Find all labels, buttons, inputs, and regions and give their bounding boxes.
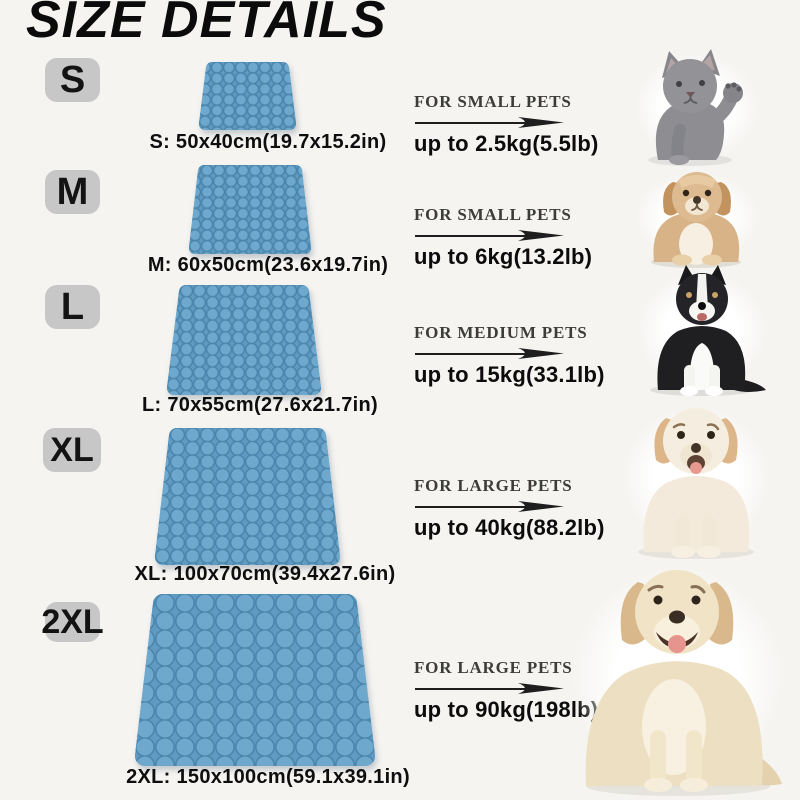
pet-category-heading: FOR LARGE PETS — [414, 658, 573, 677]
pet-note-xl: FOR LARGE PETS up to 40kg(88.2lb) — [414, 476, 605, 541]
weight-limit-text: up to 40kg(88.2lb) — [414, 515, 605, 540]
pet-note-s: FOR SMALL PETS up to 2.5kg(5.5lb) — [414, 92, 599, 157]
page-title: SIZE DETAILS — [26, 0, 387, 49]
size-badge-xl: XL — [43, 428, 101, 472]
cooling-mat-l — [167, 285, 321, 395]
size-badge-2xl: 2XL — [41, 602, 104, 642]
weight-limit-text: up to 15kg(33.1lb) — [414, 362, 605, 387]
arrow-right-icon — [415, 683, 564, 694]
mat-dimensions-2xl: 2XL: 150x100cm(59.1x39.1in) — [126, 766, 410, 788]
cooling-mat-xl — [155, 428, 340, 565]
mat-dimensions-xl: XL: 100x70cm(39.4x27.6in) — [134, 563, 396, 585]
size-badge-l: L — [45, 285, 100, 329]
pet-category-heading: FOR SMALL PETS — [414, 205, 572, 224]
pet-category-heading: FOR LARGE PETS — [414, 476, 573, 495]
pet-note-m: FOR SMALL PETS up to 6kg(13.2lb) — [414, 205, 592, 270]
pet-category-heading: FOR SMALL PETS — [414, 92, 572, 111]
cooling-mat-s — [199, 62, 296, 130]
pet-photo-border-collie — [628, 263, 776, 397]
weight-limit-text: up to 2.5kg(5.5lb) — [414, 131, 599, 156]
arrow-right-icon — [415, 230, 564, 241]
mat-dimensions-m: M: 60x50cm(23.6x19.7in) — [147, 254, 389, 276]
size-badge-m: M — [45, 170, 100, 214]
weight-limit-text: up to 6kg(13.2lb) — [414, 244, 593, 269]
pet-photo-golden-puppy — [612, 396, 780, 560]
arrow-right-icon — [415, 501, 564, 512]
pet-category-heading: FOR MEDIUM PETS — [414, 323, 588, 342]
arrow-right-icon — [415, 348, 564, 359]
pet-photo-gray-kitten — [626, 46, 768, 168]
pet-photo-golden-retriever — [556, 552, 800, 798]
cooling-mat-2xl — [135, 594, 375, 766]
size-badge-s: S — [45, 58, 100, 102]
arrow-right-icon — [415, 117, 564, 128]
mat-dimensions-l: L: 70x55cm(27.6x21.7in) — [142, 394, 378, 416]
mat-dimensions-s: S: 50x40cm(19.7x15.2in) — [149, 131, 387, 153]
cooling-mat-m — [189, 165, 311, 254]
pet-photo-tan-puppy — [626, 166, 768, 268]
pet-note-l: FOR MEDIUM PETS up to 15kg(33.1lb) — [414, 323, 605, 388]
